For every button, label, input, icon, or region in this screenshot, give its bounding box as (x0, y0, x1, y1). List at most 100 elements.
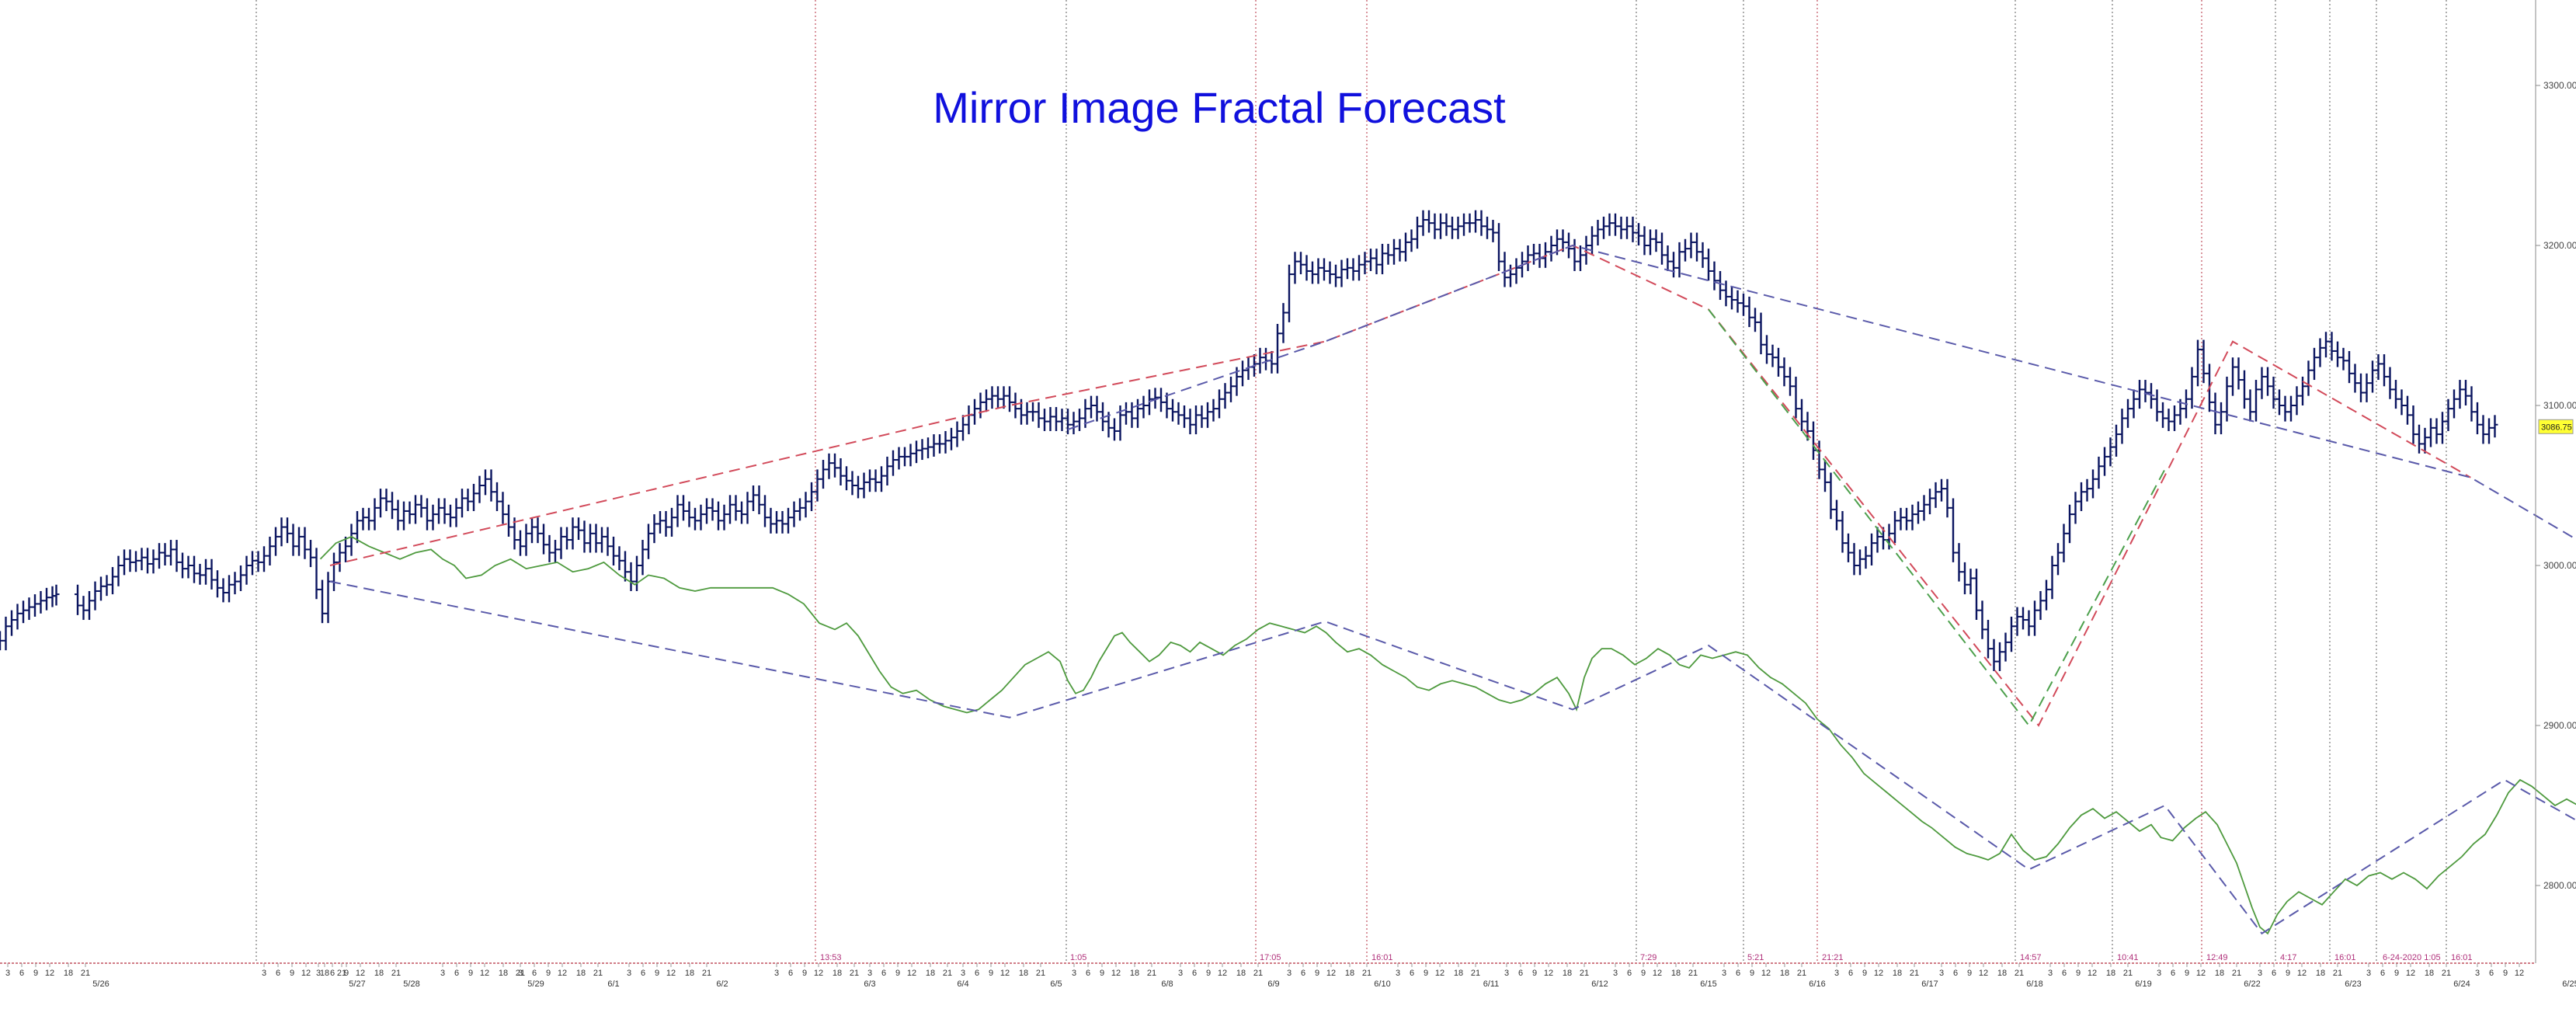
x-hour-label: 9 (2503, 969, 2508, 978)
x-hour-label: 21 (1036, 969, 1045, 978)
x-hour-label: 12 (2088, 969, 2097, 978)
x-hour-label: 3 (867, 969, 872, 978)
x-hour-label: 6 (1301, 969, 1305, 978)
x-hour-label: 18 (1780, 969, 1789, 978)
x-hour-label: 18 (1019, 969, 1028, 978)
marker-time-label: 4:17 (2280, 953, 2296, 962)
marker-time-label: 1:05 (1070, 953, 1086, 962)
x-hour-label: 3 (774, 969, 779, 978)
x-hour-label: 9 (989, 969, 993, 978)
x-hour-label: 6 (1192, 969, 1197, 978)
x-hour-label: 12 (2515, 969, 2524, 978)
chart-title: Mirror Image Fractal Forecast (933, 83, 1506, 132)
x-hour-label: 9 (1206, 969, 1211, 978)
x-hour-label: 6 (788, 969, 793, 978)
forecast-dashed-line (1068, 245, 2576, 565)
x-hour-label: 9 (1100, 969, 1104, 978)
x-hour-label: 3 (1722, 969, 1726, 978)
x-hour-label: 12 (480, 969, 489, 978)
x-hour-label: 6 (1627, 969, 1632, 978)
x-date-label: 6/16 (1809, 979, 1825, 989)
x-hour-label: 6 (2489, 969, 2494, 978)
marker-time-label: 17:05 (1260, 953, 1281, 962)
x-hour-label: 6 (532, 969, 537, 978)
marker-time-label: 12:49 (2206, 953, 2228, 962)
x-hour-label: 12 (2406, 969, 2415, 978)
x-hour-label: 3 (1396, 969, 1400, 978)
x-hour-label: 21 (850, 969, 859, 978)
x-hour-label: 3 (2258, 969, 2262, 978)
x-hour-label: 9 (33, 969, 38, 978)
x-hour-label: 21 (2442, 969, 2451, 978)
x-date-label: 5/27 (349, 979, 365, 989)
x-hour-label: 21 (2123, 969, 2133, 978)
x-hour-label: 18 (685, 969, 694, 978)
x-hour-label: 3 (1613, 969, 1618, 978)
x-hour-label: 21 (1580, 969, 1589, 978)
x-hour-label: 3 (518, 969, 523, 978)
x-hour-label: 18 (1893, 969, 1902, 978)
series-layer (0, 210, 2576, 934)
x-hour-label: 9 (290, 969, 294, 978)
x-date-label: 6/11 (1483, 979, 1500, 989)
x-hour-label: 12 (1111, 969, 1121, 978)
x-hour-label: 12 (1435, 969, 1444, 978)
x-hour-label: 12 (2196, 969, 2206, 978)
x-hour-label: 12 (1874, 969, 1883, 978)
x-hour-label: 3 (961, 969, 965, 978)
x-hour-label: 3 (262, 969, 266, 978)
x-hour-label: 21 (1797, 969, 1806, 978)
x-hour-label: 9 (1750, 969, 1754, 978)
x-hour-label: 3 (1178, 969, 1183, 978)
x-hour-label: 9 (1424, 969, 1428, 978)
y-tick-label: 3000.00 (2543, 560, 2576, 571)
x-hour-label: 6 (1086, 969, 1090, 978)
x-hour-label: 12 (1979, 969, 1988, 978)
marker-time-label: 21:21 (1822, 953, 1844, 962)
x-hour-label: 3 (1939, 969, 1944, 978)
x-hour-label: 12 (1218, 969, 1227, 978)
y-tick-label: 3100.00 (2543, 400, 2576, 411)
x-hour-label: 9 (344, 969, 349, 978)
x-hour-label: 9 (1641, 969, 1646, 978)
x-hour-label: 18 (320, 969, 329, 978)
x-hour-label: 3 (2475, 969, 2480, 978)
x-hour-label: 21 (1910, 969, 1919, 978)
x-hour-label: 3 (2157, 969, 2161, 978)
x-hour-label: 12 (907, 969, 916, 978)
x-date-label: 6/9 (1267, 979, 1279, 989)
marker-time-label: 14:57 (2020, 953, 2042, 962)
x-date-label: 6/12 (1591, 979, 1608, 989)
x-hour-label: 21 (702, 969, 711, 978)
x-hour-label: 3 (2048, 969, 2053, 978)
x-hour-label: 21 (2232, 969, 2241, 978)
forecast-dashed-line (1709, 309, 2165, 725)
marker-time-label: 5:21 (1747, 953, 1764, 962)
x-date-label: 6/3 (864, 979, 875, 989)
x-hour-label: 6 (276, 969, 280, 978)
x-hour-label: 18 (926, 969, 935, 978)
x-hour-label: 9 (546, 969, 551, 978)
x-hour-label: 18 (576, 969, 586, 978)
marker-time-label: 13:53 (820, 953, 842, 962)
marker-time-label: 16:01 (2451, 953, 2473, 962)
x-hour-label: 9 (655, 969, 659, 978)
y-tick-label: 3200.00 (2543, 240, 2576, 251)
y-tick-label: 3300.00 (2543, 80, 2576, 91)
x-hour-label: 12 (45, 969, 54, 978)
x-hour-label: 3 (1834, 969, 1839, 978)
x-hour-label: 18 (2106, 969, 2115, 978)
x-date-label: 5/26 (92, 979, 109, 989)
forecast-dashed-line (330, 245, 2470, 725)
marker-time-label: 6-24-2020 1:05 (2383, 953, 2441, 962)
marker-time-label: 10:41 (2117, 953, 2139, 962)
x-hour-label: 21 (1362, 969, 1371, 978)
x-date-label: 6/18 (2026, 979, 2042, 989)
marker-time-label: 16:01 (2334, 953, 2356, 962)
x-hour-label: 9 (802, 969, 807, 978)
x-hour-label: 18 (374, 969, 384, 978)
price-bars (0, 210, 2498, 671)
x-hour-label: 6 (2062, 969, 2067, 978)
y-tick-label: 2900.00 (2543, 720, 2576, 731)
